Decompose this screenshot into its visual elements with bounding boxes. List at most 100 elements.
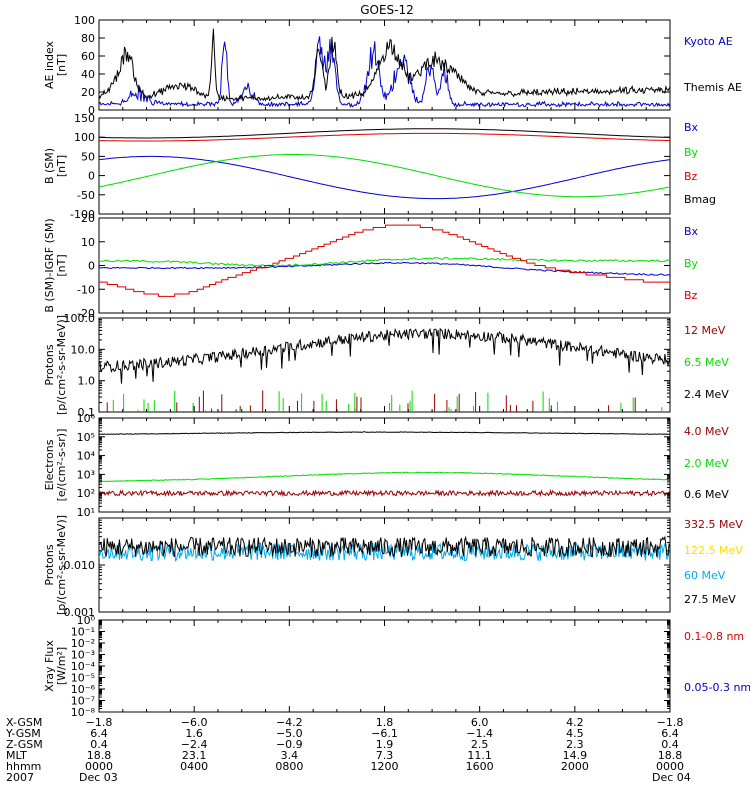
legend-0-05-0-3-nm: 0.05-0.3 nm (684, 681, 750, 694)
footer-row-label: 2007 (6, 771, 34, 784)
footer-cell: −1.4 (466, 727, 493, 740)
y-tick-label: 100 (74, 131, 95, 144)
y-tick-label: -50 (77, 189, 95, 202)
y-tick-label: 150 (74, 112, 95, 125)
series-line-By (99, 154, 670, 198)
footer-cell: 1200 (371, 760, 399, 773)
legend-27-5-MeV: 27.5 MeV (684, 593, 736, 606)
footer-cell: −2.4 (181, 738, 208, 751)
y-tick-label: 10² (77, 487, 95, 500)
y-tick-label: 10⁻⁶ (71, 683, 96, 696)
footer-cell: 2.3 (566, 738, 584, 751)
y-tick-label: 10⁻¹ (71, 626, 95, 639)
series-line-Bz (99, 132, 670, 142)
y-axis-label: B (SM)[nT] (43, 148, 68, 184)
y-tick-label: 40 (81, 68, 95, 81)
footer-row-label: Y-GSM (5, 727, 41, 740)
footer-cell: −6.0 (181, 716, 208, 729)
series-group (99, 28, 670, 109)
series-line-Bx (99, 261, 670, 276)
y-tick-label: 10⁶ (77, 412, 96, 425)
footer-cell: 0000 (656, 760, 684, 773)
footer-row-label: Z-GSM (6, 738, 43, 751)
footer-row-label: hhmm (6, 760, 41, 773)
footer-cell: 2.5 (471, 738, 489, 751)
series-line-2-4-MeV (99, 327, 670, 384)
y-tick-label: 100.0 (64, 312, 96, 325)
legend-60-MeV: 60 MeV (684, 569, 726, 582)
legend-By: By (684, 257, 699, 270)
legend-Themis-AE: Themis AE (683, 81, 742, 94)
legend-Bx: Bx (684, 225, 699, 238)
panel-frame (98, 117, 671, 215)
y-tick-label: 10⁻⁷ (71, 695, 95, 708)
series-line-Themis-AE (99, 28, 670, 102)
footer-cell: 0800 (275, 760, 303, 773)
legend-6-5-MeV: 6.5 MeV (684, 356, 729, 369)
y-tick-label: 10⁻² (71, 637, 95, 650)
y-tick-label: 100 (74, 14, 95, 27)
y-tick-label: 10⁻³ (71, 649, 95, 662)
series-line-Bx (99, 155, 670, 200)
footer-cell: 6.4 (90, 727, 108, 740)
series-line-4-0-MeV (99, 489, 670, 498)
y-tick-label: -100 (70, 208, 95, 221)
y-tick-label: 80 (81, 32, 95, 45)
y-axis-label: Protons[p/(cm²-s-sr-MeV)] (43, 315, 68, 415)
series-line-Bz (99, 224, 670, 297)
panel-prot1: 0.1 1.0 10.0 100.0Protons[p/(cm²-s-sr-MeV)]… (43, 312, 729, 419)
footer-cell: 23.1 (182, 749, 207, 762)
series-line-27-5-MeV (99, 535, 670, 558)
footer-cell: 3.4 (281, 749, 299, 762)
y-tick-label: 1.0 (78, 375, 96, 388)
series-line-Kyoto-AE (99, 36, 670, 109)
y-tick-label: 60 (81, 50, 95, 63)
orbit-footer: X-GSMY-GSMZ-GSMMLThhmm2007−1.86.40.418.8… (5, 716, 691, 784)
y-tick-label: 0 (88, 104, 95, 117)
y-tick-label: 10⁻⁴ (71, 660, 96, 673)
footer-cell: 1.6 (185, 727, 203, 740)
y-tick-label: 10⁻⁸ (71, 706, 96, 719)
series-line-0-6-MeV (99, 431, 670, 435)
legend-12-MeV: 12 MeV (684, 324, 726, 337)
footer-cell: 4.5 (566, 727, 584, 740)
y-tick-label: 0 (88, 170, 95, 183)
footer-cell: −0.9 (276, 738, 303, 751)
legend-Bx: Bx (684, 121, 699, 134)
y-tick-label: 0.010 (64, 559, 96, 572)
footer-cell: 0000 (85, 760, 113, 773)
panel-bsm: -100 -50 0 50 100 150 B (SM)[nT] Bx By Bz Bmag (43, 112, 716, 221)
y-tick-label: -10 (77, 283, 95, 296)
y-axis-label: Xray Flux[W/m²] (43, 640, 68, 692)
y-tick-label: 10¹ (77, 506, 95, 519)
legend-Kyoto-AE: Kyoto AE (684, 35, 733, 48)
panel-frame (98, 517, 671, 613)
y-tick-label: 10³ (77, 468, 95, 481)
footer-cell: 6.0 (471, 716, 489, 729)
y-tick-label: 0 (88, 260, 95, 273)
footer-cell: 11.1 (467, 749, 492, 762)
series-line-By (99, 256, 670, 267)
y-tick-label: -20 (77, 307, 95, 320)
series-line-Bmag (99, 128, 670, 139)
series-line-2-0-MeV (99, 471, 670, 483)
y-axis-label: AE index[nT] (43, 40, 68, 89)
legend-4-0-MeV: 4.0 MeV (684, 425, 729, 438)
footer-cell: 6.4 (661, 727, 679, 740)
legend-Bmag: Bmag (684, 193, 716, 206)
panel-bdiff: -20 -10 0 10 20 B (SM)-IGRF (SM)[nT] Bx By Bz (43, 212, 699, 320)
footer-cell: −6.1 (371, 727, 398, 740)
legend-122-5-MeV: 122.5 MeV (684, 544, 743, 557)
legend-Bz: Bz (684, 289, 698, 302)
legend-Bz: Bz (684, 170, 698, 183)
footer-cell: 4.2 (566, 716, 584, 729)
y-tick-label: 10⁻⁵ (71, 672, 95, 685)
y-axis-label: Protons[p/(cm²-s-sr-MeV)] (43, 515, 68, 615)
footer-cell: 0400 (180, 760, 208, 773)
footer-cell: Dec 04 (652, 771, 691, 784)
series-line-12-MeV (106, 390, 636, 412)
y-tick-label: 10.0 (71, 343, 96, 356)
legend-332-5-MeV: 332.5 MeV (684, 518, 743, 531)
